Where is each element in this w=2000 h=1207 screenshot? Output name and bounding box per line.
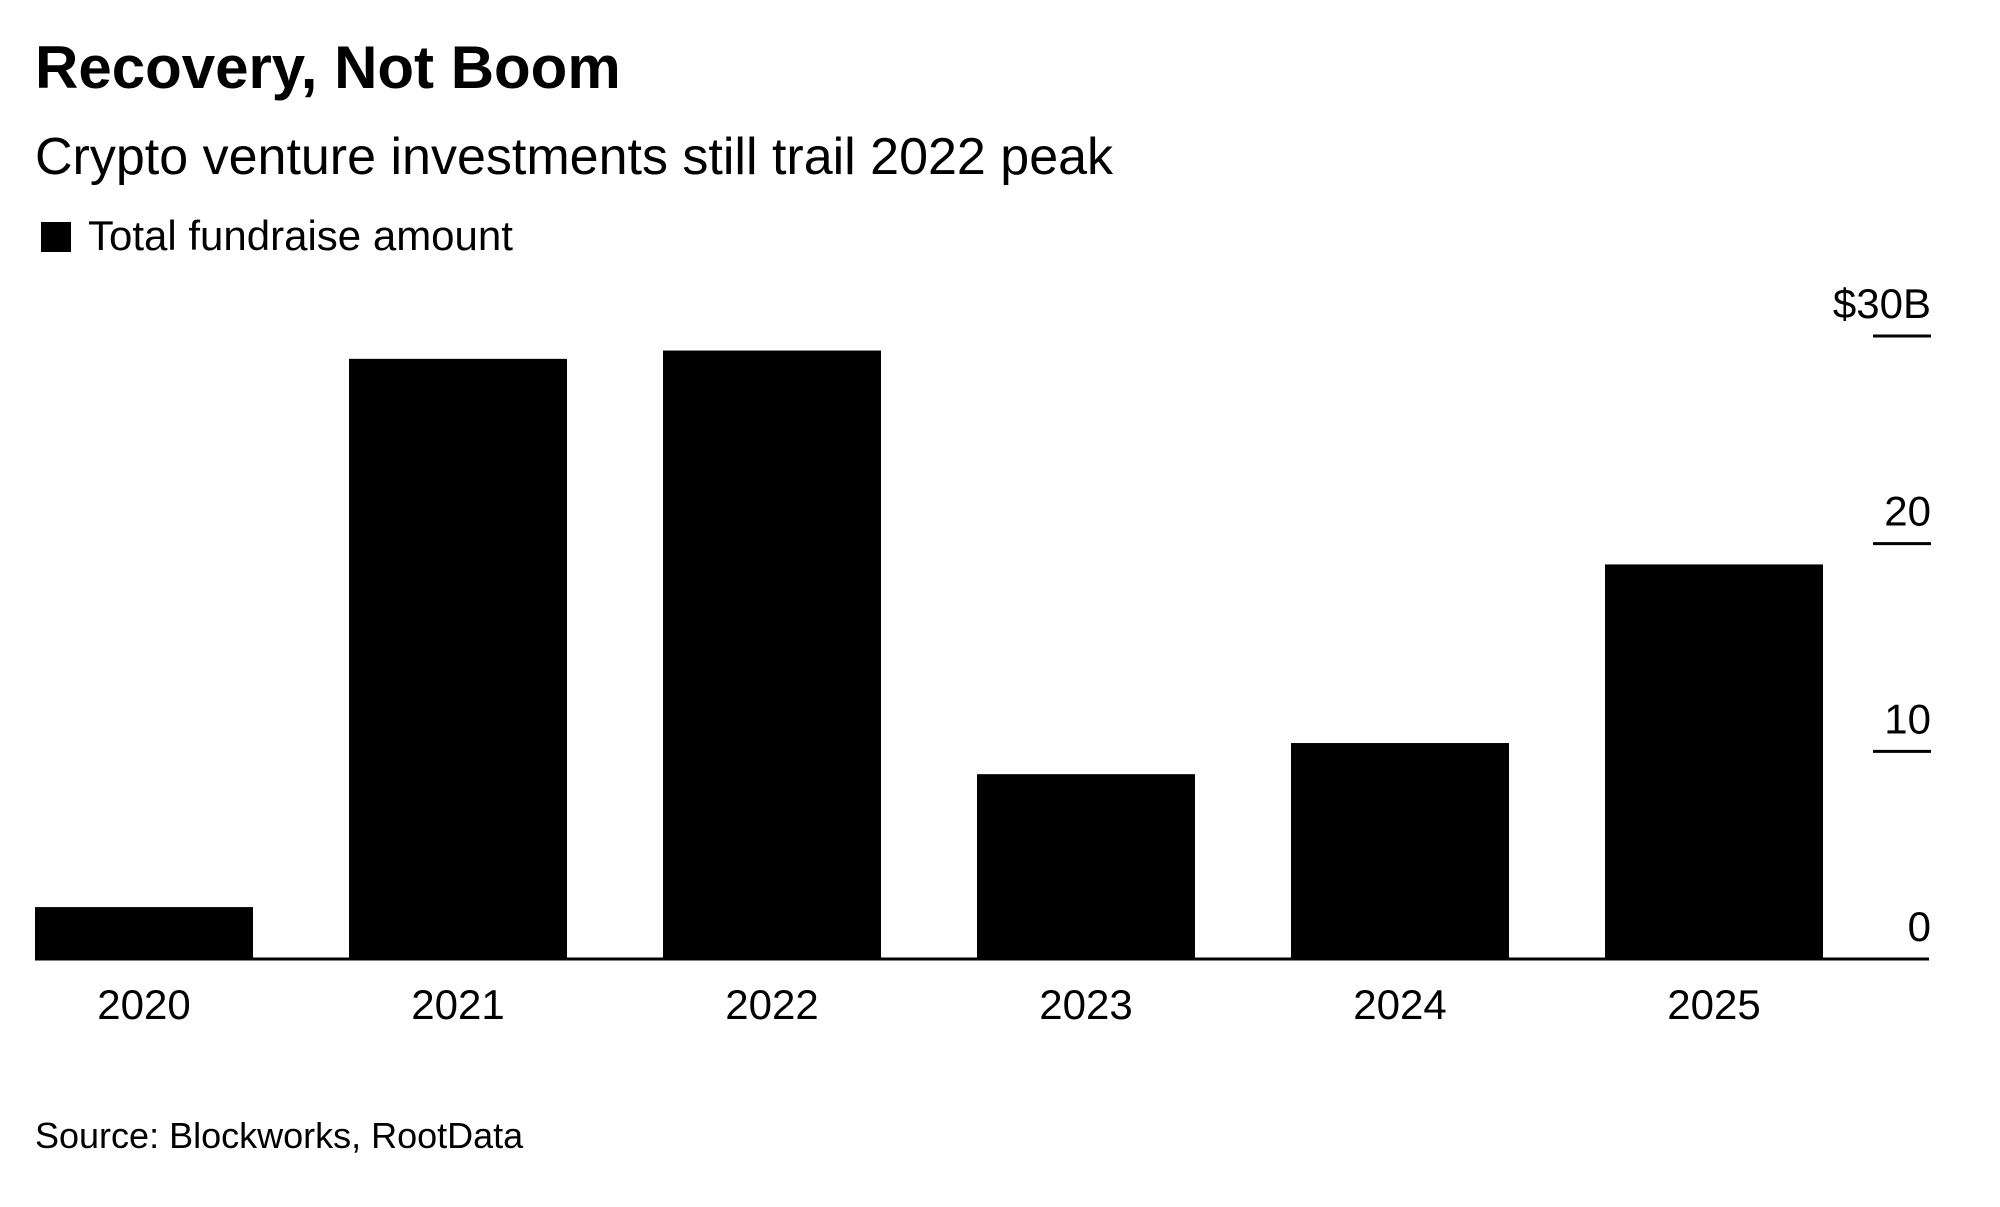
legend-swatch [41, 222, 71, 252]
source-note: Source: Blockworks, RootData [35, 1115, 524, 1156]
x-tick-label: 2022 [725, 981, 818, 1028]
bar-2021 [349, 358, 567, 959]
y-tick-label: 0 [1908, 903, 1931, 950]
y-tick-label: $30B [1833, 280, 1931, 327]
x-tick-label: 2023 [1039, 981, 1132, 1028]
x-tick-label: 2025 [1667, 981, 1760, 1028]
legend-label: Total fundraise amount [88, 212, 513, 259]
bar-2023 [977, 774, 1195, 959]
y-axis: 0 10 20 $30B [1833, 280, 1931, 950]
bars-group [35, 350, 1823, 960]
bar-2022 [663, 350, 881, 960]
x-tick-label: 2021 [411, 981, 504, 1028]
y-tick-label: 20 [1884, 488, 1931, 535]
y-tick-label: 10 [1884, 695, 1931, 742]
x-tick-label: 2024 [1353, 981, 1446, 1028]
bar-2020 [35, 907, 253, 959]
x-tick-label: 2020 [97, 981, 190, 1028]
x-axis-labels: 2020 2021 2022 2023 2024 2025 [97, 981, 1760, 1028]
chart-title: Recovery, Not Boom [35, 34, 621, 101]
bar-2024 [1291, 743, 1509, 959]
chart-subtitle: Crypto venture investments still trail 2… [35, 128, 1114, 186]
bar-2025 [1605, 564, 1823, 959]
